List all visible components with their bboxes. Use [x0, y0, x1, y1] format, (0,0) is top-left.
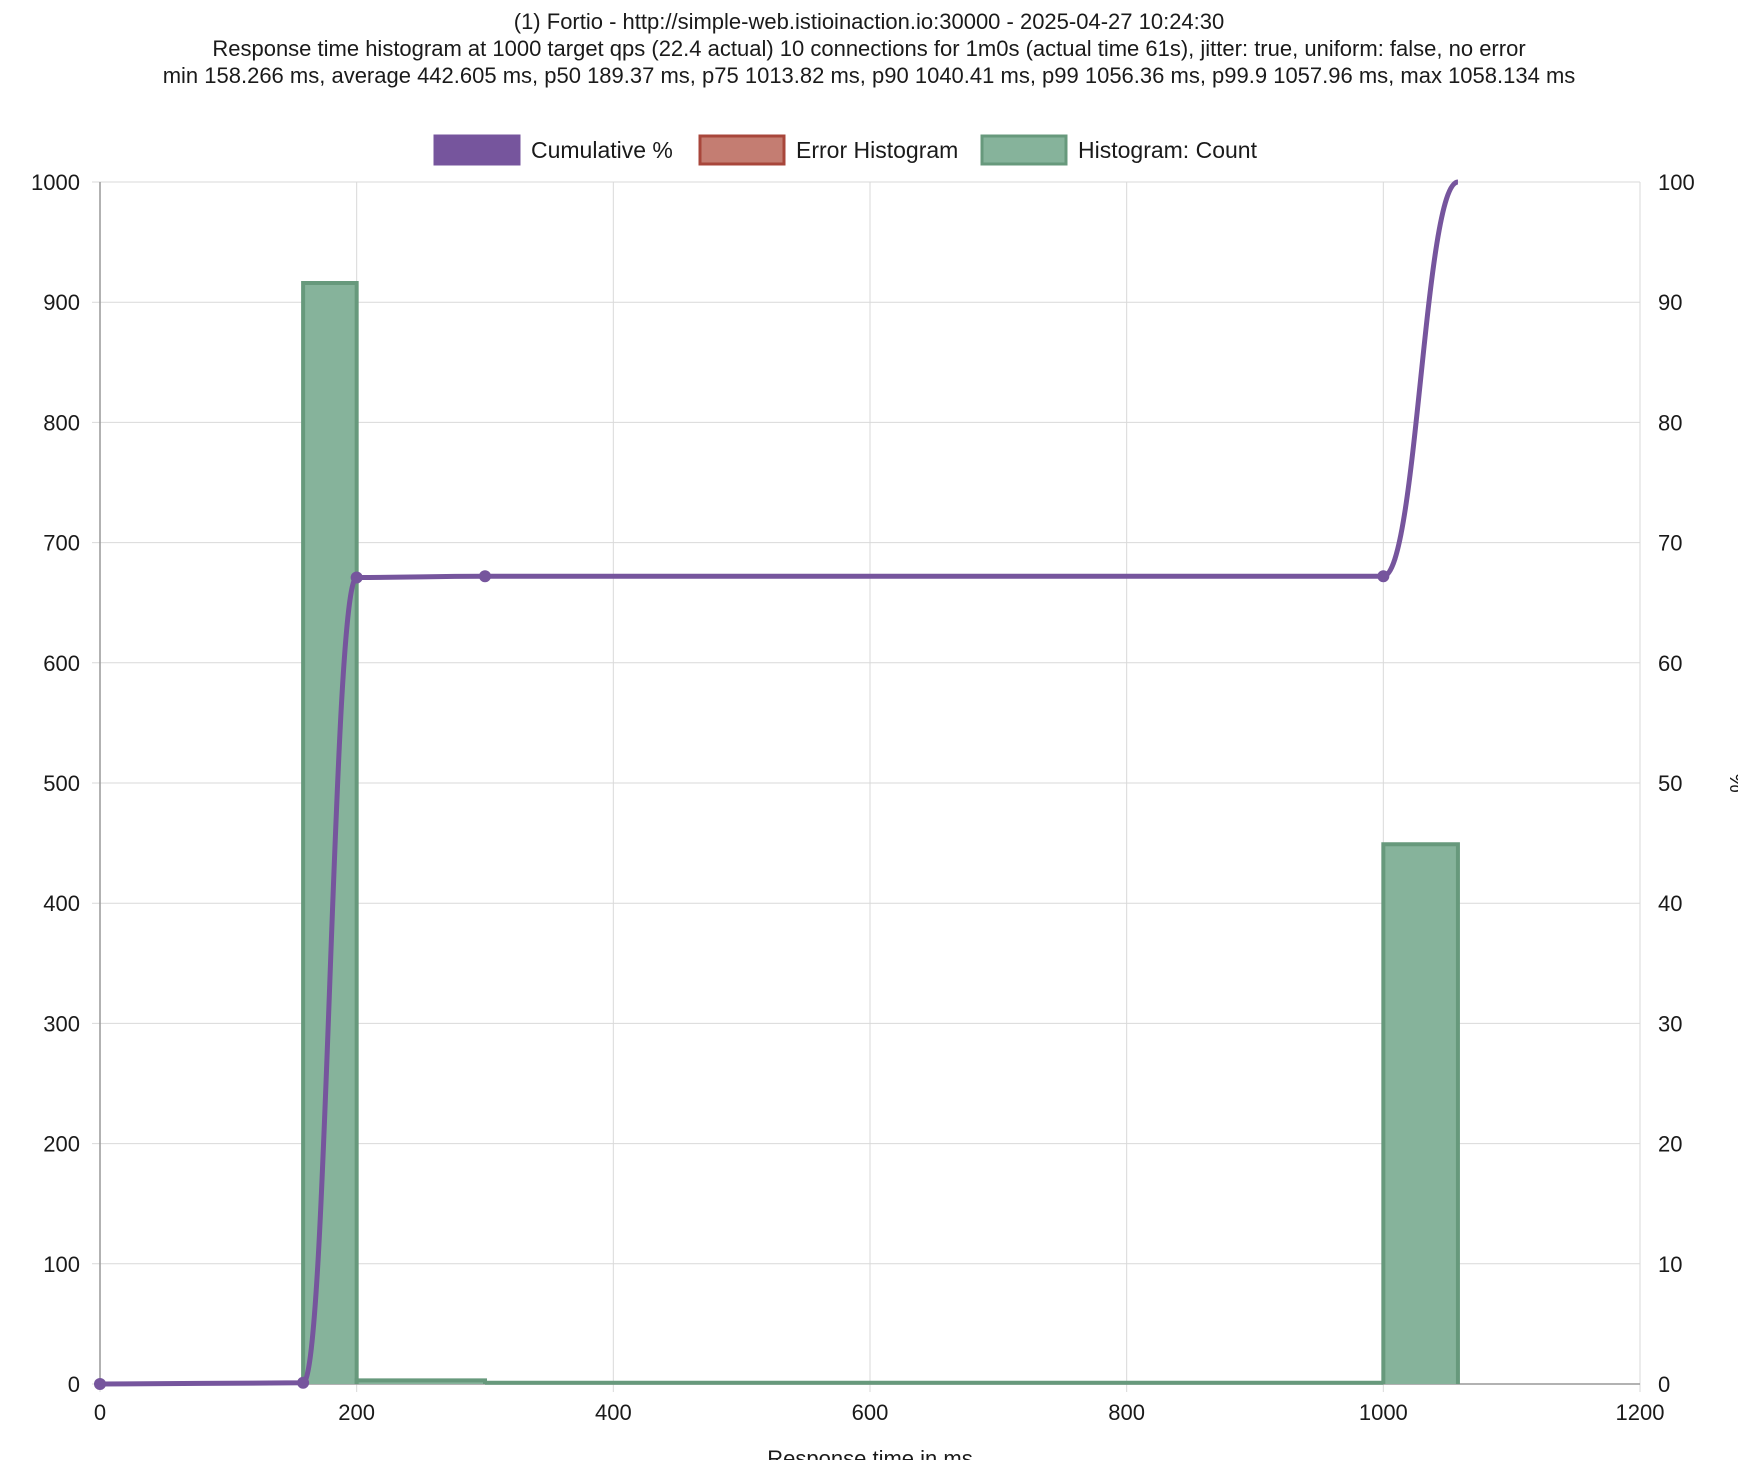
- x-tick-label: 600: [852, 1400, 889, 1425]
- x-tick-label: 1200: [1616, 1400, 1665, 1425]
- legend-item-histogram-count[interactable]: Histogram: Count: [980, 134, 1258, 166]
- x-tick-label: 0: [94, 1400, 106, 1425]
- y-right-tick-label: 20: [1658, 1132, 1682, 1157]
- cumulative-point: [350, 571, 363, 584]
- legend-swatch: [698, 134, 786, 166]
- legend-swatch: [980, 134, 1068, 166]
- cumulative-point: [1377, 570, 1390, 583]
- y-right-tick-label: 50: [1658, 771, 1682, 796]
- legend-item-error-histogram[interactable]: Error Histogram: [698, 134, 958, 166]
- legend-label: Error Histogram: [796, 137, 958, 163]
- axis-labels: 0 200 400 600 800 1000 12000100200300400500600…: [31, 170, 1738, 1460]
- x-tick-label: 200: [338, 1400, 375, 1425]
- y-left-tick-label: 100: [43, 1252, 80, 1277]
- y-left-tick-label: 500: [43, 771, 80, 796]
- x-tick-label: 1000: [1359, 1400, 1408, 1425]
- histogram-bar-border: [1381, 842, 1460, 1384]
- chart-subtitle: Response time histogram at 1000 target q…: [212, 36, 1526, 61]
- y-left-tick-label: 400: [43, 891, 80, 916]
- x-tick-label: 400: [595, 1400, 632, 1425]
- y-left-tick-label: 200: [43, 1132, 80, 1157]
- legend-label: Cumulative %: [531, 137, 673, 163]
- y-left-tick-label: 600: [43, 651, 80, 676]
- x-tick-label: 800: [1108, 1400, 1145, 1425]
- histogram-bar-border: [301, 280, 359, 1384]
- y-left-tick-label: 700: [43, 531, 80, 556]
- y-right-tick-label: 10: [1658, 1252, 1682, 1277]
- y-right-tick-label: 80: [1658, 410, 1682, 435]
- y-left-tick-label: 0: [68, 1372, 80, 1397]
- histogram-bar: [303, 282, 357, 1384]
- cumulative-point: [479, 570, 491, 583]
- legend-item-cumulative[interactable]: Cumulative %: [433, 134, 673, 166]
- y-right-tick-label: 100: [1658, 170, 1695, 195]
- legend[interactable]: Cumulative % Error Histogram Histogram: Co…: [433, 134, 1258, 166]
- cumulative-series: [94, 179, 1460, 1390]
- legend-label: Histogram: Count: [1078, 137, 1258, 163]
- y-right-tick-label: 40: [1658, 891, 1682, 916]
- legend-swatch: [433, 134, 521, 166]
- cumulative-point: [297, 1376, 310, 1389]
- y-right-tick-label: 70: [1658, 531, 1682, 556]
- histogram-bars: [301, 280, 1460, 1385]
- y-left-tick-label: 900: [43, 290, 80, 315]
- histogram-bar: [1383, 844, 1458, 1384]
- y-left-tick-label: 300: [43, 1011, 80, 1036]
- y-left-tick-label: 1000: [31, 170, 80, 195]
- y-right-axis-title: %: [1725, 773, 1738, 793]
- y-right-tick-label: 90: [1658, 290, 1682, 315]
- x-axis-title: Response time in ms: [767, 1446, 972, 1460]
- y-right-tick-label: 60: [1658, 651, 1682, 676]
- cumulative-line: [99, 179, 1460, 1387]
- y-right-tick-label: 0: [1658, 1372, 1670, 1397]
- y-left-tick-label: 800: [43, 410, 80, 435]
- histogram-bar-border: [483, 1380, 1386, 1385]
- chart-title: (1) Fortio - http://simple-web.istioinac…: [513, 9, 1225, 34]
- chart-stats-line: min 158.266 ms, average 442.605 ms, p50 …: [162, 63, 1576, 88]
- cumulative-point: [94, 1378, 106, 1390]
- y-right-tick-label: 30: [1658, 1011, 1682, 1036]
